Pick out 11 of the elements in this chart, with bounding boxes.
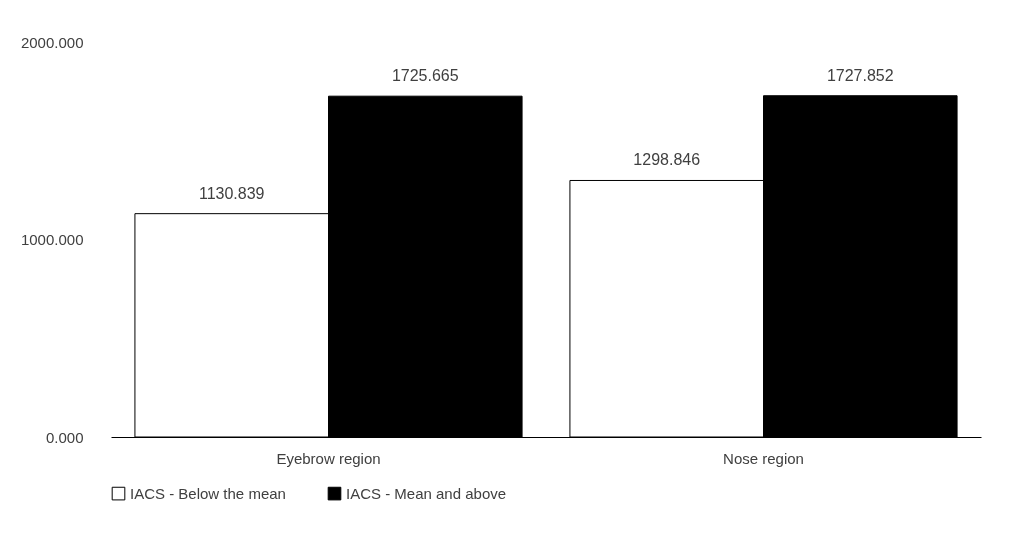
- legend-label: IACS - Mean and above: [346, 484, 507, 502]
- y-tick-label: 1000.000: [20, 231, 84, 248]
- data-label: 1298.846: [633, 151, 701, 169]
- data-label: 1725.665: [391, 67, 459, 85]
- data-label: 1130.839: [198, 184, 265, 202]
- y-tick-label: 0.000: [45, 428, 84, 446]
- data-label: 1727.852: [826, 66, 894, 84]
- x-tick-label: Nose region: [723, 449, 804, 467]
- y-tick-label: 2000.000: [20, 33, 84, 51]
- x-tick-label: Eyebrow region: [276, 449, 381, 467]
- legend-label: IACS - Below the mean: [130, 484, 286, 502]
